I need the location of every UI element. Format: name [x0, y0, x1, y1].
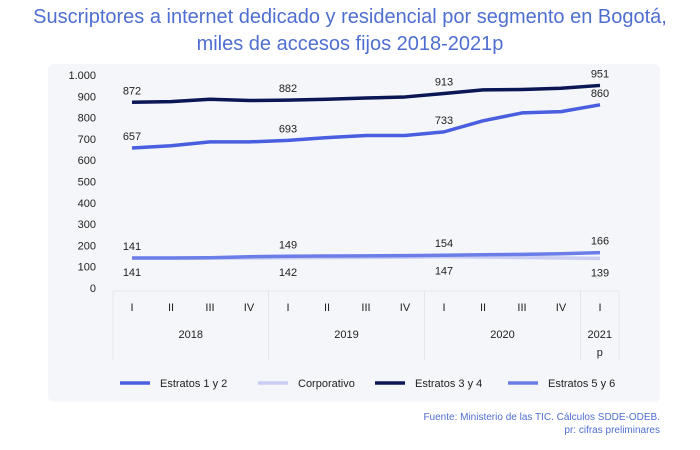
y-tick-label: 400	[78, 198, 96, 210]
series-line-2	[131, 83, 601, 105]
y-tick-label: 1.000	[68, 70, 96, 82]
data-label: 166	[591, 236, 609, 248]
quarter-label: I	[598, 302, 601, 314]
quarter-label: IV	[244, 302, 255, 314]
source-note: Fuente: Ministerio de las TIC. Cálculos …	[423, 411, 660, 437]
quarter-label: II	[324, 302, 330, 314]
data-label: 141	[123, 267, 141, 279]
legend-label: Estratos 3 y 4	[415, 378, 482, 390]
data-label: 154	[435, 238, 453, 250]
chart-panel	[48, 64, 660, 402]
quarter-label: III	[361, 302, 370, 314]
quarter-label: I	[130, 302, 133, 314]
quarter-label: IV	[556, 302, 567, 314]
series-line-0	[131, 103, 601, 150]
y-tick-label: 700	[78, 134, 96, 146]
year-label: 2020	[490, 329, 514, 341]
data-label: 657	[123, 131, 141, 143]
quarter-label: II	[168, 302, 174, 314]
quarter-label: II	[480, 302, 486, 314]
y-tick-label: 300	[78, 219, 96, 231]
data-label: 142	[279, 267, 297, 279]
legend-label: Estratos 1 y 2	[160, 378, 227, 390]
y-tick-label: 800	[78, 113, 96, 125]
title-line-2: miles de accesos fijos 2018-2021p	[196, 33, 504, 55]
source-text: Fuente: Ministerio de las TIC. Cálculos …	[423, 412, 660, 423]
legend-label: Estratos 5 y 6	[548, 378, 615, 390]
y-tick-label: 600	[78, 155, 96, 167]
y-tick-label: 200	[78, 240, 96, 252]
year-label: 2018	[179, 329, 203, 341]
chart-title: Suscriptores a internet dedicado y resid…	[0, 4, 700, 58]
year-label: 2021	[588, 329, 612, 341]
data-label: 149	[279, 239, 297, 251]
quarter-label: I	[286, 302, 289, 314]
year-label: 2019	[334, 329, 358, 341]
data-label: 693	[279, 123, 297, 135]
title-line-1: Suscriptores a internet dedicado y resid…	[33, 6, 667, 28]
y-tick-label: 500	[78, 177, 96, 189]
year-sub-label: p	[597, 347, 603, 359]
data-label: 882	[279, 83, 297, 95]
preliminary-note: pr: cifras preliminares	[564, 425, 660, 436]
data-label: 141	[123, 241, 141, 253]
quarter-label: III	[205, 302, 214, 314]
quarter-label: III	[517, 302, 526, 314]
data-label: 872	[123, 85, 141, 97]
y-tick-label: 900	[78, 91, 96, 103]
data-label: 139	[591, 267, 609, 279]
y-tick-label: 0	[90, 283, 96, 295]
series-line-3	[132, 250, 601, 260]
data-label: 913	[435, 77, 453, 89]
legend-label: Corporativo	[298, 378, 355, 390]
quarter-label: I	[442, 302, 445, 314]
data-label: 147	[435, 266, 453, 278]
data-label: 733	[435, 115, 453, 127]
data-label: 860	[591, 88, 609, 100]
data-label: 951	[591, 68, 609, 80]
quarter-label: IV	[400, 302, 411, 314]
y-tick-label: 100	[78, 262, 96, 274]
